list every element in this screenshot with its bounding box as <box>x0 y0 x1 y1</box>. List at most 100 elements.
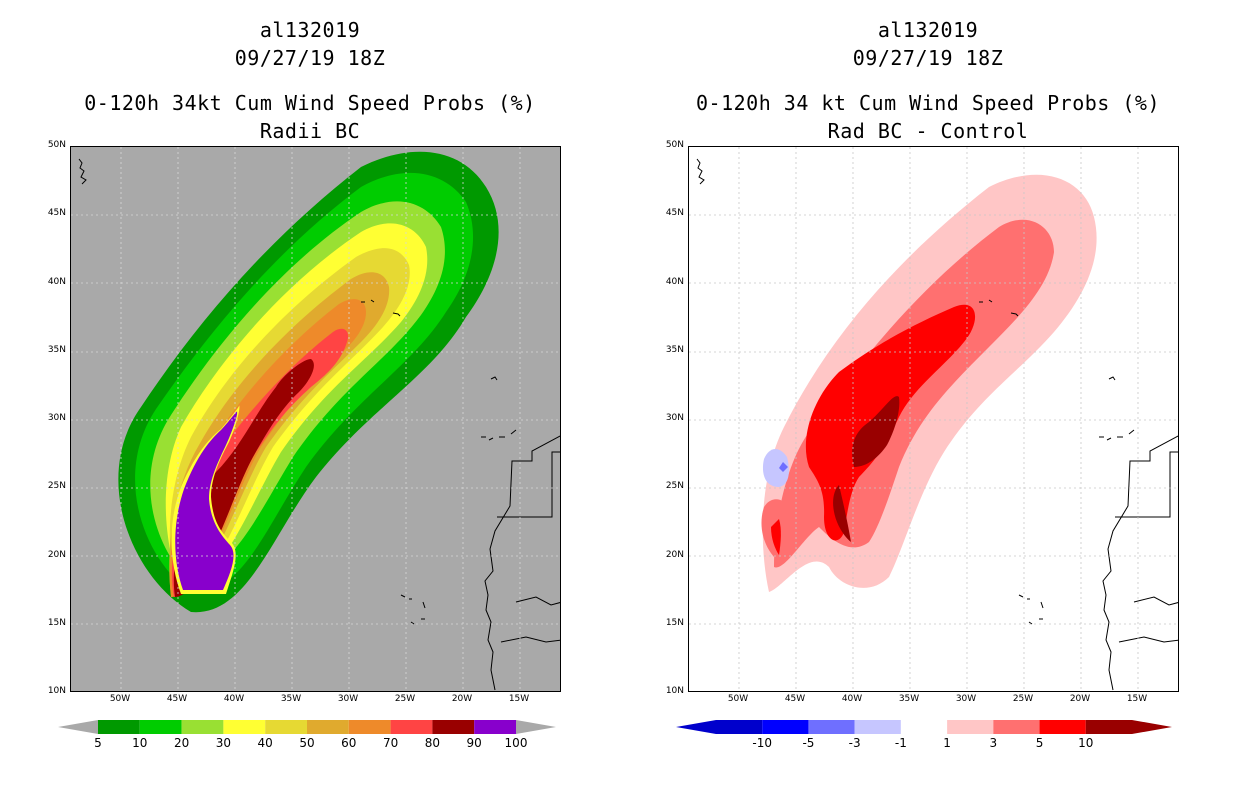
left-storm-id: al132019 <box>259 18 361 42</box>
right-lat-label: 25N <box>665 481 684 492</box>
right-colorbar-swatch <box>762 720 809 734</box>
right-colorbar-label: 5 <box>1035 736 1044 750</box>
right-lat-label: 45N <box>665 208 684 219</box>
diff-10plus-north <box>852 396 900 467</box>
diff-negative-3 <box>779 462 788 472</box>
left-lat-label: 10N <box>47 686 66 696</box>
left-colorbar-swatch <box>265 720 307 734</box>
right-subtitle: Rad BC - Control <box>827 119 1029 143</box>
right-map <box>688 146 1179 692</box>
left-lat-label: 45N <box>47 208 66 219</box>
left-colorbar-label: 60 <box>341 736 357 750</box>
right-lat-label: 10N <box>665 686 684 696</box>
right-title: 0-120h 34 kt Cum Wind Speed Probs (%) <box>695 91 1161 115</box>
left-lat-label: 25N <box>47 481 66 492</box>
coastlines-right <box>696 158 1178 691</box>
left-title: 0-120h 34kt Cum Wind Speed Probs (%) <box>84 91 536 115</box>
right-colorbar-label: 1 <box>943 736 951 750</box>
left-lon-label: 35W <box>280 694 302 704</box>
right-lon-label: 15W <box>1126 694 1148 704</box>
gridlines-right <box>689 147 1178 691</box>
right-colorbar-swatch <box>1085 720 1132 734</box>
right-lat-label: 50N <box>665 140 684 150</box>
right-colorbar-label: -3 <box>848 736 861 750</box>
left-lat-label: 30N <box>47 413 66 423</box>
right-lat-label: 35N <box>665 344 684 355</box>
right-colorbar-swatch <box>854 720 901 734</box>
left-colorbar-swatch <box>307 720 349 734</box>
left-colorbar-label: 100 <box>504 736 528 750</box>
left-colorbar-swatch <box>432 720 475 734</box>
left-colorbar-swatch <box>474 720 516 734</box>
right-colorbar-swatch <box>716 720 763 734</box>
right-lat-label: 40N <box>665 276 684 287</box>
left-colorbar-swatch <box>98 720 140 734</box>
left-subtitle: Radii BC <box>259 119 361 143</box>
left-colorbar-label: 40 <box>257 736 273 750</box>
diff-10plus-south <box>833 485 851 542</box>
right-datetime: 09/27/19 18Z <box>852 46 1004 70</box>
left-colorbar-label: 90 <box>466 736 482 750</box>
left-map <box>70 146 561 692</box>
left-colorbar-swatch <box>348 720 391 734</box>
left-colorbar-swatch <box>139 720 182 734</box>
right-lon-label: 50W <box>727 694 749 704</box>
left-colorbar <box>58 720 556 734</box>
left-colorbar-label: 5 <box>94 736 102 750</box>
right-lon-label: 25W <box>1012 694 1034 704</box>
left-lon-label: 30W <box>337 694 359 704</box>
left-lat-label: 50N <box>47 140 66 150</box>
left-colorbar-label: 20 <box>173 736 190 750</box>
left-lat-label: 40N <box>47 276 66 287</box>
right-lon-label: 45W <box>784 694 806 704</box>
left-lon-label: 50W <box>109 694 131 704</box>
left-colorbar-swatch <box>390 720 433 734</box>
right-lon-label: 30W <box>955 694 977 704</box>
right-map-canvas <box>689 147 1178 691</box>
diff-negative-1 <box>762 448 789 487</box>
left-lat-label: 15N <box>47 617 66 628</box>
left-colorbar-label: 80 <box>424 736 441 750</box>
coastlines <box>78 158 560 691</box>
right-colorbar-swatch <box>947 720 994 734</box>
right-colorbar-label: -5 <box>802 736 815 750</box>
right-colorbar-swatch <box>993 720 1040 734</box>
left-lon-label: 45W <box>166 694 188 704</box>
right-lat-label: 30N <box>665 413 684 423</box>
right-lon-label: 35W <box>898 694 920 704</box>
left-colorbar-under-arrow <box>58 720 98 734</box>
right-lon-label: 20W <box>1069 694 1091 704</box>
left-lon-label: 40W <box>223 694 245 704</box>
right-colorbar-swatch <box>900 720 948 734</box>
left-colorbar-swatch <box>223 720 266 734</box>
left-lon-label: 20W <box>451 694 473 704</box>
right-lon-label: 40W <box>841 694 863 704</box>
right-lat-label: 20N <box>665 549 684 560</box>
left-colorbar-label: 70 <box>382 736 399 750</box>
right-colorbar-label: -10 <box>752 736 773 750</box>
right-colorbar-label: -1 <box>894 736 907 750</box>
left-colorbar-swatch <box>181 720 224 734</box>
right-lat-label: 15N <box>665 617 684 628</box>
right-colorbar-under-arrow <box>676 720 716 734</box>
left-map-canvas <box>71 147 560 691</box>
right-colorbar <box>676 720 1172 734</box>
left-colorbar-label: 10 <box>132 736 148 750</box>
left-lon-label: 25W <box>394 694 416 704</box>
left-lat-label: 35N <box>47 344 66 355</box>
left-datetime: 09/27/19 18Z <box>234 46 386 70</box>
left-lon-label: 15W <box>508 694 530 704</box>
right-colorbar-label: 10 <box>1078 736 1094 750</box>
right-colorbar-over-arrow <box>1132 720 1172 734</box>
left-colorbar-over-arrow <box>516 720 556 734</box>
left-lat-label: 20N <box>47 549 66 560</box>
diff-west-blob-core <box>771 519 781 555</box>
band-100 <box>175 411 238 590</box>
left-colorbar-label: 50 <box>299 736 315 750</box>
left-colorbar-label: 30 <box>215 736 232 750</box>
right-storm-id: al132019 <box>877 18 979 42</box>
right-colorbar-swatch <box>1039 720 1086 734</box>
right-colorbar-label: 3 <box>989 736 998 750</box>
gridlines <box>71 147 560 691</box>
right-colorbar-swatch <box>808 720 855 734</box>
